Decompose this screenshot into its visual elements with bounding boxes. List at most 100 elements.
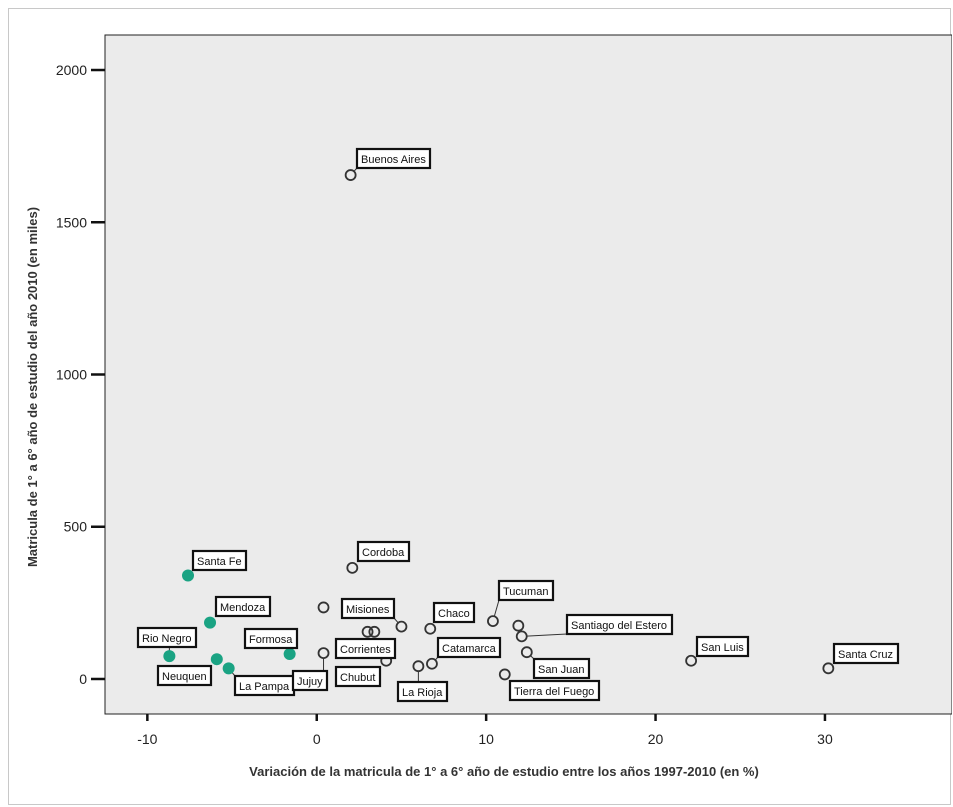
point-label: Buenos Aires <box>355 147 432 170</box>
data-point <box>361 625 374 638</box>
point-label: Rio Negro <box>136 626 198 649</box>
y-tick-label: 0 <box>79 671 87 687</box>
data-point <box>395 620 408 633</box>
point-label: San Juan <box>532 657 591 680</box>
point-labels: Buenos Aires Cordoba Santa Fe Mendoza Rio Ne… <box>136 147 900 703</box>
point-label-box <box>356 540 411 563</box>
data-point <box>344 169 357 181</box>
point-label: Mendoza <box>214 595 272 618</box>
data-point <box>498 668 511 681</box>
point-label: Neuquen <box>156 664 213 687</box>
point-label-box <box>291 669 329 692</box>
point-label: San Luis <box>695 635 750 658</box>
point-label-box <box>243 627 299 650</box>
point-label-box <box>532 657 591 680</box>
point-label: Corrientes <box>334 637 397 660</box>
point-label: Catamarca <box>436 636 502 659</box>
x-tick-label: 0 <box>313 731 321 747</box>
x-axis-title: Variación de la matricula de 1° a 6° año… <box>249 764 759 779</box>
data-point <box>163 650 176 663</box>
x-tick-label: 20 <box>648 731 664 747</box>
point-label-text: Buenos Aires <box>361 154 426 166</box>
data-point <box>317 647 330 660</box>
label-leader-line <box>526 633 568 637</box>
point-label-box <box>334 665 382 688</box>
point-label-box <box>832 642 900 665</box>
point-label-box <box>695 635 750 658</box>
point-label-text: La Pampa <box>239 681 290 693</box>
point-label-box <box>191 549 248 572</box>
point-label-box <box>156 664 213 687</box>
point-label-box <box>508 679 601 702</box>
point-label-text: Mendoza <box>220 602 266 614</box>
point-label: La Pampa <box>233 674 296 697</box>
data-point <box>222 662 235 675</box>
data-points <box>163 169 835 681</box>
point-label: Jujuy <box>291 669 329 692</box>
data-point <box>283 648 296 661</box>
point-label: La Rioja <box>396 680 449 703</box>
point-label-text: Santa Fe <box>197 556 242 568</box>
y-tick-label: 1000 <box>56 367 87 383</box>
x-tick-label: 30 <box>817 731 833 747</box>
data-point <box>210 653 223 666</box>
data-point <box>412 660 425 673</box>
point-label: Santiago del Estero <box>565 613 674 636</box>
point-label-box <box>396 680 449 703</box>
point-label: Formosa <box>243 627 299 650</box>
point-label-text: Corrientes <box>340 644 391 656</box>
data-point <box>204 616 217 629</box>
point-label-box <box>214 595 272 618</box>
point-label-text: San Luis <box>701 642 744 654</box>
data-point <box>515 630 528 643</box>
y-tick-label: 500 <box>64 519 88 535</box>
point-label-text: La Rioja <box>402 687 443 699</box>
point-label-text: Tucuman <box>503 586 548 598</box>
x-tick-label: -10 <box>137 731 157 747</box>
point-label: Tierra del Fuego <box>508 679 601 702</box>
label-leader-line <box>493 599 500 617</box>
point-label-box <box>497 579 555 602</box>
point-label: Santa Cruz <box>832 642 900 665</box>
data-point <box>368 625 381 638</box>
x-tick-label: 10 <box>478 731 494 747</box>
y-tick-label: 2000 <box>56 62 87 78</box>
point-label: Chaco <box>432 601 476 624</box>
point-label-text: Chaco <box>438 608 470 620</box>
data-point <box>317 601 330 614</box>
y-axis: 0 500 1000 1500 2000 <box>56 62 105 687</box>
x-axis: -10 0 10 20 30 <box>137 714 833 747</box>
point-label-box <box>565 613 674 636</box>
chart-frame: -10 0 10 20 30 0 500 1000 1500 2000 Buenos Aires… <box>8 8 952 805</box>
point-label-text: Santa Cruz <box>838 649 893 661</box>
data-point <box>426 657 438 670</box>
point-label-text: Misiones <box>346 604 390 616</box>
point-label-text: Rio Negro <box>142 633 192 645</box>
point-label: Tucuman <box>497 579 555 602</box>
y-axis-title: Matricula de 1° a 6° año de estudio del … <box>25 207 40 567</box>
point-label: Cordoba <box>356 540 411 563</box>
point-label-box <box>432 601 476 624</box>
data-point <box>487 615 499 628</box>
point-label-text: Jujuy <box>297 676 323 688</box>
point-label-text: Cordoba <box>362 547 405 559</box>
point-label-box <box>436 636 502 659</box>
point-label-text: Formosa <box>249 634 293 646</box>
data-point <box>182 569 195 582</box>
point-label-box <box>340 597 396 620</box>
point-label: Chubut <box>334 665 382 688</box>
scatter-chart: -10 0 10 20 30 0 500 1000 1500 2000 Buenos Aires… <box>25 34 952 779</box>
point-label: Santa Fe <box>191 549 248 572</box>
data-point <box>822 662 835 675</box>
y-tick-label: 1500 <box>56 214 87 230</box>
point-label-text: Tierra del Fuego <box>514 686 594 698</box>
point-label-text: Chubut <box>340 672 375 684</box>
data-point <box>512 619 525 632</box>
point-label-box <box>334 637 397 660</box>
data-point <box>520 646 533 659</box>
point-label-text: Catamarca <box>442 643 497 655</box>
data-point <box>424 622 437 635</box>
point-label: Misiones <box>340 597 396 620</box>
point-label-box <box>136 626 198 649</box>
point-label-text: San Juan <box>538 664 584 676</box>
